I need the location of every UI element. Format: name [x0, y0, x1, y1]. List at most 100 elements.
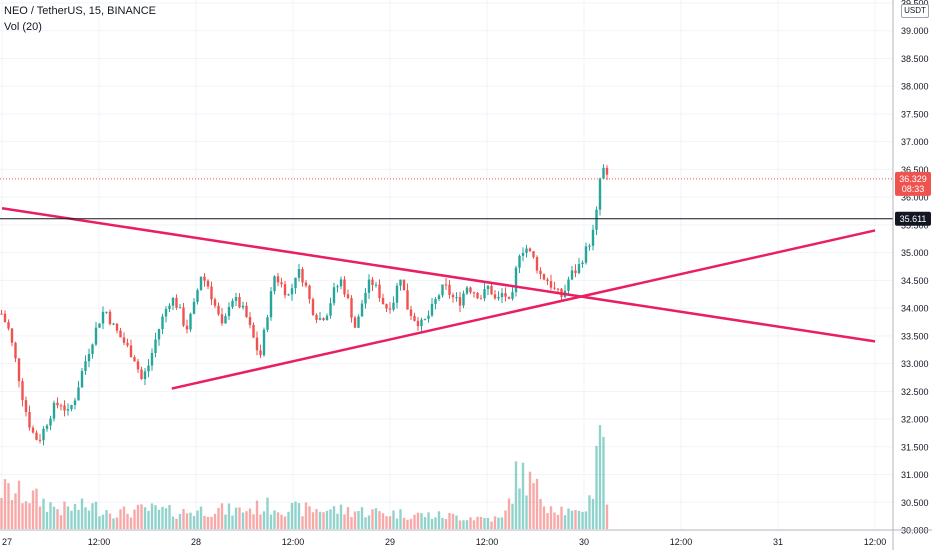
volume-bar — [563, 515, 567, 529]
volume-bar — [105, 510, 108, 529]
volume-bar — [514, 461, 518, 529]
volume-bar — [357, 511, 360, 529]
volume-bar — [203, 515, 206, 529]
candle-body — [318, 318, 322, 320]
volume-bar — [329, 509, 332, 529]
horizontal-level-tag — [895, 211, 931, 226]
volume-bar — [231, 515, 234, 529]
volume-bar — [70, 510, 73, 529]
candle-body — [374, 284, 378, 286]
candle-body — [350, 298, 353, 318]
volume-bar — [227, 503, 231, 529]
candle-body — [94, 327, 98, 345]
volume-bar — [115, 517, 119, 529]
volume-bar — [315, 508, 318, 529]
candle-body — [462, 293, 465, 306]
volume-bar — [210, 516, 213, 529]
trendline — [171, 229, 876, 390]
volume-bar — [157, 509, 161, 529]
candle-body — [542, 274, 546, 280]
candle-body — [549, 281, 553, 288]
candle-body — [360, 303, 364, 317]
volume-bar — [189, 512, 192, 529]
volume-bar — [399, 509, 402, 529]
candle-body — [17, 358, 21, 382]
candle-body — [567, 279, 570, 291]
candle-body — [364, 292, 367, 304]
candle-body — [56, 402, 59, 406]
volume-bar — [311, 512, 315, 529]
candle-body — [437, 295, 441, 300]
candle-body — [241, 305, 245, 308]
volume-bar — [469, 517, 472, 529]
volume-bar — [84, 507, 87, 529]
volume-bar — [59, 515, 63, 529]
candle-body — [168, 305, 171, 310]
candle-body — [553, 287, 556, 289]
volume-bar — [87, 510, 91, 529]
volume-bar — [42, 498, 45, 529]
volume-bar — [532, 483, 535, 529]
price-tick-label: 36.500 — [901, 165, 929, 175]
volume-bar — [217, 508, 220, 529]
volume-bar — [182, 509, 185, 529]
candle-body — [584, 246, 588, 263]
candle-body — [353, 317, 357, 328]
candle-body — [227, 307, 231, 317]
volume-bars — [0, 425, 609, 529]
currency-badge[interactable]: USDT — [901, 4, 929, 18]
candle-body — [24, 400, 28, 413]
volume-bar — [602, 436, 605, 529]
last-price-tag — [895, 171, 931, 196]
volume-bar — [577, 510, 581, 529]
volume-bar — [171, 516, 175, 529]
volume-bar — [126, 513, 129, 529]
volume-bar — [402, 517, 406, 529]
volume-bar — [378, 511, 381, 529]
volume-bar — [486, 517, 490, 529]
volume-bar — [605, 504, 609, 529]
candle-body — [84, 361, 87, 371]
price-tick-label: 30.500 — [901, 498, 929, 508]
volume-bar — [98, 516, 101, 529]
candle-body — [171, 297, 175, 306]
time-tick-label: 12:00 — [88, 537, 111, 547]
volume-bar — [336, 513, 339, 529]
last-price-value: 36.329 — [899, 174, 927, 184]
candle-body — [105, 311, 108, 313]
candle-body — [528, 248, 532, 252]
candle-body — [238, 297, 241, 308]
volume-bar — [343, 514, 346, 529]
candle-body — [518, 255, 521, 268]
candle-body — [581, 262, 584, 265]
candle-body — [493, 294, 497, 299]
volume-bar — [94, 501, 98, 529]
volume-bar — [430, 518, 434, 529]
candle-body — [248, 317, 252, 325]
candle-body — [388, 308, 392, 310]
volume-bar — [556, 514, 560, 529]
candle-body — [269, 291, 273, 318]
candle-body — [301, 269, 304, 283]
volume-bar — [448, 512, 451, 529]
volume-bar — [416, 512, 420, 529]
price-tick-label: 32.500 — [901, 387, 929, 397]
price-tick-label: 36.000 — [901, 193, 929, 203]
candle-body — [287, 294, 290, 296]
volume-bar — [539, 498, 542, 529]
candle-body — [266, 317, 269, 330]
candle-body — [175, 297, 178, 308]
candle-body — [231, 300, 234, 308]
volume-bar — [164, 508, 168, 529]
volume-bar — [248, 508, 252, 529]
candle-body — [322, 318, 325, 321]
symbol-title[interactable]: NEO / TetherUS, 15, BINANCE — [4, 5, 157, 17]
volume-bar — [493, 516, 497, 529]
volume-bar — [192, 515, 196, 529]
volume-bar — [360, 507, 364, 529]
volume-indicator-label[interactable]: Vol (20) — [4, 21, 42, 33]
candle-body — [521, 252, 525, 256]
volume-bar — [567, 508, 570, 529]
volume-bar — [280, 514, 283, 529]
